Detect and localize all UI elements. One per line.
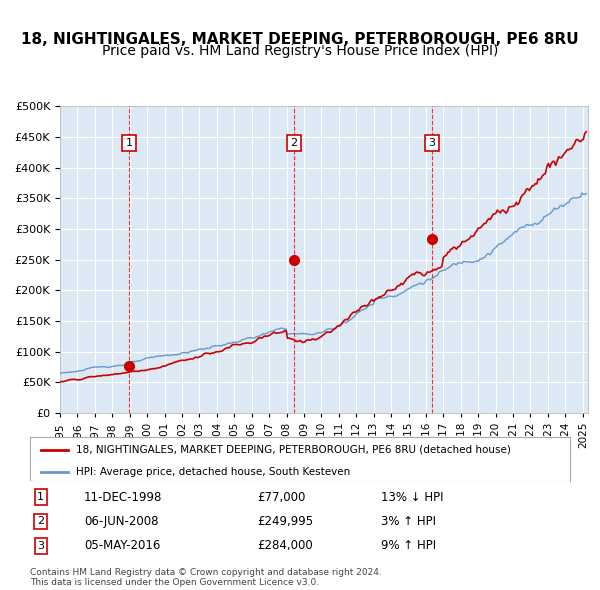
Text: £249,995: £249,995	[257, 515, 313, 528]
Text: 06-JUN-2008: 06-JUN-2008	[84, 515, 158, 528]
Text: 3% ↑ HPI: 3% ↑ HPI	[381, 515, 436, 528]
Text: 2: 2	[37, 516, 44, 526]
Text: 9% ↑ HPI: 9% ↑ HPI	[381, 539, 436, 552]
Text: 1: 1	[125, 138, 133, 148]
Text: 11-DEC-1998: 11-DEC-1998	[84, 490, 163, 504]
Text: HPI: Average price, detached house, South Kesteven: HPI: Average price, detached house, Sout…	[76, 467, 350, 477]
Text: 1: 1	[37, 492, 44, 502]
Text: This data is licensed under the Open Government Licence v3.0.: This data is licensed under the Open Gov…	[30, 578, 319, 587]
Text: £284,000: £284,000	[257, 539, 313, 552]
Text: 13% ↓ HPI: 13% ↓ HPI	[381, 490, 443, 504]
Text: 18, NIGHTINGALES, MARKET DEEPING, PETERBOROUGH, PE6 8RU (detached house): 18, NIGHTINGALES, MARKET DEEPING, PETERB…	[76, 445, 511, 455]
Text: 05-MAY-2016: 05-MAY-2016	[84, 539, 160, 552]
Text: Contains HM Land Registry data © Crown copyright and database right 2024.: Contains HM Land Registry data © Crown c…	[30, 568, 382, 576]
Text: 2: 2	[290, 138, 298, 148]
Text: 3: 3	[428, 138, 436, 148]
Text: 18, NIGHTINGALES, MARKET DEEPING, PETERBOROUGH, PE6 8RU: 18, NIGHTINGALES, MARKET DEEPING, PETERB…	[21, 32, 579, 47]
Text: 3: 3	[37, 541, 44, 550]
Text: Price paid vs. HM Land Registry's House Price Index (HPI): Price paid vs. HM Land Registry's House …	[102, 44, 498, 58]
Text: £77,000: £77,000	[257, 490, 305, 504]
